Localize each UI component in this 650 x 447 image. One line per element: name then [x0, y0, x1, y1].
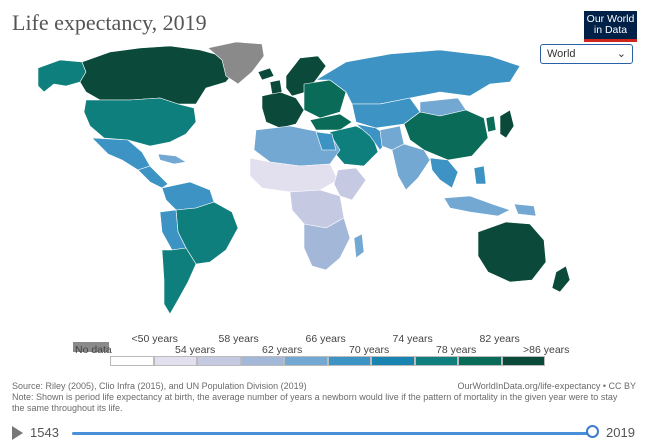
chevron-down-icon: ⌄ — [616, 48, 626, 60]
region-horn-africa — [333, 167, 367, 201]
legend-bottom-label: 70 years — [349, 344, 390, 356]
region-select-value: World — [547, 48, 576, 60]
region-egypt — [315, 131, 337, 151]
region-greenland — [207, 41, 265, 85]
legend-no-data-swatch[interactable] — [73, 342, 109, 352]
timeline-track[interactable] — [72, 432, 594, 435]
legend-top-label: 66 years — [305, 333, 346, 345]
logo-line-1: Our World — [586, 13, 635, 25]
region-turkey — [309, 113, 353, 131]
region-madagascar — [353, 233, 365, 259]
region-iceland — [257, 67, 275, 81]
note-text: Note: Shown is period life expectancy at… — [12, 392, 618, 413]
region-png — [513, 203, 537, 217]
world-map[interactable] — [0, 0, 650, 330]
legend-bin[interactable] — [327, 356, 371, 366]
chart-title: Life expectancy, 2019 — [12, 10, 207, 35]
legend-top-label: 82 years — [479, 333, 520, 345]
region-china — [403, 109, 489, 161]
region-new-zealand — [551, 265, 571, 293]
region-central-america — [137, 165, 169, 189]
legend-bottom-label: 78 years — [436, 344, 477, 356]
play-icon[interactable] — [12, 426, 23, 440]
region-australia — [477, 221, 547, 283]
region-select[interactable]: World ⌄ — [540, 44, 633, 64]
legend-bin[interactable] — [153, 356, 197, 366]
region-southeast-asia — [429, 157, 459, 189]
region-western-europe — [261, 91, 305, 129]
attribution-link[interactable]: OurWorldInData.org/life-expectancy • CC … — [457, 381, 636, 391]
legend-no-data-label: No data — [75, 344, 112, 356]
region-uk — [269, 79, 283, 95]
region-southern-cone — [161, 247, 197, 315]
region-india — [391, 143, 431, 191]
region-indonesia — [443, 195, 511, 217]
region-southern-africa — [303, 217, 351, 271]
legend-bin[interactable] — [458, 356, 502, 366]
region-japan — [499, 109, 515, 139]
region-caribbean — [157, 153, 187, 165]
legend-bin[interactable] — [110, 356, 154, 366]
source-text: Source: Riley (2005), Clio Infra (2015),… — [12, 381, 307, 391]
legend-bin[interactable] — [197, 356, 241, 366]
region-korea — [485, 115, 497, 133]
legend-bottom-label: 54 years — [175, 344, 216, 356]
legend-bottom-label: 62 years — [262, 344, 303, 356]
legend-bin[interactable] — [371, 356, 415, 366]
owid-logo[interactable]: Our World in Data — [584, 11, 637, 42]
region-west-africa — [249, 157, 339, 193]
legend-bin[interactable] — [240, 356, 284, 366]
legend-top-label: 58 years — [218, 333, 259, 345]
region-philippines — [473, 165, 487, 185]
region-russia — [315, 49, 521, 105]
legend-top-label: 74 years — [392, 333, 433, 345]
region-alaska — [37, 59, 87, 93]
legend-bin[interactable] — [414, 356, 458, 366]
region-canada — [79, 45, 237, 105]
source-note: Source: Riley (2005), Clio Infra (2015),… — [12, 381, 622, 414]
legend-top-label: <50 years — [131, 333, 178, 345]
timeline-handle[interactable] — [586, 425, 599, 438]
timeline-end-year[interactable]: 2019 — [606, 425, 635, 440]
legend-bottom-label: >86 years — [523, 344, 570, 356]
legend-bin[interactable] — [284, 356, 328, 366]
timeline-start-year[interactable]: 1543 — [30, 425, 59, 440]
logo-line-2: in Data — [593, 24, 628, 36]
region-usa — [83, 97, 197, 147]
timeline-fill — [72, 432, 594, 435]
legend-bin[interactable] — [501, 356, 545, 366]
